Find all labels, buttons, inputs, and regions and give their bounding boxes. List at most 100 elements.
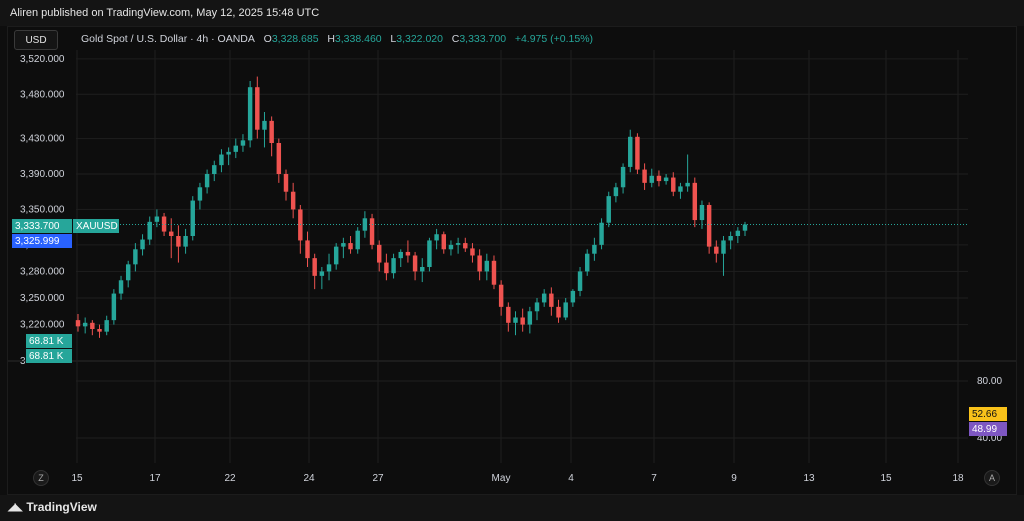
time-axis-label: 15	[880, 473, 892, 484]
candle-body	[606, 196, 611, 223]
candle-body	[706, 205, 712, 247]
candle-body	[541, 293, 547, 303]
candle-body	[714, 246, 719, 254]
candle-body	[283, 174, 289, 192]
price-axis-label: 3,480.000	[20, 89, 65, 100]
candle-body	[498, 284, 504, 307]
candle-body	[721, 240, 726, 254]
zoom-button[interactable]: Z	[33, 470, 49, 486]
volume-tag-2: 68.81 K	[26, 349, 72, 363]
candle-body	[678, 186, 683, 192]
candle-body	[204, 174, 210, 188]
candle-body	[685, 182, 690, 187]
price-axis-label: 3,390.000	[20, 169, 65, 180]
close-label: C	[451, 33, 460, 45]
price-axis-label: 3,220.000	[20, 320, 65, 331]
price-axis-label: 3,350.000	[20, 204, 65, 215]
chart-frame[interactable]	[7, 26, 1017, 495]
volume-tag-1: 68.81 K	[26, 334, 72, 348]
secondary-price-tag: 3,325.999	[12, 234, 72, 248]
candle-body	[642, 169, 647, 183]
candle-body	[247, 87, 253, 141]
candle-body	[190, 200, 195, 236]
candle-body	[348, 243, 353, 250]
candle-body	[527, 311, 533, 325]
candle-body	[506, 306, 511, 323]
candle-body	[663, 177, 669, 182]
currency-button[interactable]: USD	[14, 30, 58, 50]
tradingview-logo[interactable]: ◢◣ TradingView	[8, 500, 97, 514]
candle-body	[398, 251, 403, 259]
change-value: +4.975 (+0.15%)	[514, 33, 594, 45]
candle-body	[111, 293, 117, 321]
candle-body	[183, 236, 188, 247]
candle-body	[161, 216, 167, 232]
tv-logo-icon: ◢◣	[8, 501, 22, 513]
candle-body	[570, 290, 576, 303]
candle-body	[97, 329, 102, 332]
symbol-title[interactable]: Gold Spot / U.S. Dollar · 4h · OANDA	[81, 33, 255, 45]
candle-body	[104, 320, 109, 332]
high-label: H	[327, 33, 335, 45]
candle-body	[584, 253, 590, 272]
low-label: L	[390, 33, 397, 45]
candle-body	[484, 260, 490, 272]
candle-body	[333, 246, 339, 265]
auto-scale-button[interactable]: A	[984, 470, 1000, 486]
indicator-axis-label: 80.00	[977, 376, 1002, 387]
candle-body	[75, 320, 81, 327]
brand-name: TradingView	[26, 500, 97, 514]
candle-body	[197, 187, 203, 201]
candle-body	[212, 165, 217, 174]
candle-body	[520, 317, 525, 325]
time-axis-label: 18	[952, 473, 964, 484]
candle-body	[219, 154, 224, 166]
candle-body	[147, 221, 152, 240]
candle-body	[369, 218, 375, 245]
time-axis-label: 4	[568, 473, 574, 484]
indicator-value-2: 48.99	[969, 422, 1007, 436]
publish-header: Aliren published on TradingView.com, May…	[0, 0, 1024, 26]
candle-body	[391, 258, 396, 274]
ohlc-legend: Gold Spot / U.S. Dollar · 4h · OANDA O 3,…	[81, 33, 593, 45]
time-axis-label: 17	[149, 473, 161, 484]
candle-body	[513, 317, 518, 323]
candle-body	[384, 262, 389, 274]
price-axis-label: 3,430.000	[20, 134, 65, 145]
indicator-axis-label: 40.00	[977, 433, 1002, 444]
candle-body	[82, 322, 88, 327]
low-value: 3,322.020	[396, 33, 443, 45]
candle-body	[255, 87, 260, 130]
time-axis-label: 27	[372, 473, 384, 484]
candle-body	[377, 244, 382, 263]
candle-body	[455, 243, 461, 245]
candle-body	[240, 140, 246, 146]
candle-body	[671, 177, 676, 192]
candle-body	[154, 216, 160, 222]
candle-body	[448, 244, 454, 250]
candle-body	[649, 175, 654, 183]
candle-body	[269, 120, 274, 143]
candle-body	[577, 271, 583, 291]
time-axis-label: 13	[803, 473, 815, 484]
candle-body	[169, 231, 174, 236]
time-axis-label: May	[492, 473, 511, 484]
time-axis-label: 7	[651, 473, 657, 484]
candle-body	[699, 205, 705, 221]
candle-body	[434, 234, 439, 241]
candle-body	[599, 222, 604, 245]
open-label: O	[263, 33, 272, 45]
candle-body	[592, 244, 597, 254]
candle-body	[276, 143, 282, 174]
candle-body	[735, 230, 741, 236]
candle-body	[620, 166, 626, 188]
candle-body	[563, 302, 568, 318]
candle-body	[427, 240, 432, 267]
time-axis-label: 9	[731, 473, 737, 484]
candle-body	[628, 136, 633, 167]
candle-body	[90, 322, 95, 329]
close-value: 3,333.700	[459, 33, 507, 45]
publish-text: Aliren published on TradingView.com, May…	[10, 7, 320, 19]
candle-body	[556, 306, 561, 318]
